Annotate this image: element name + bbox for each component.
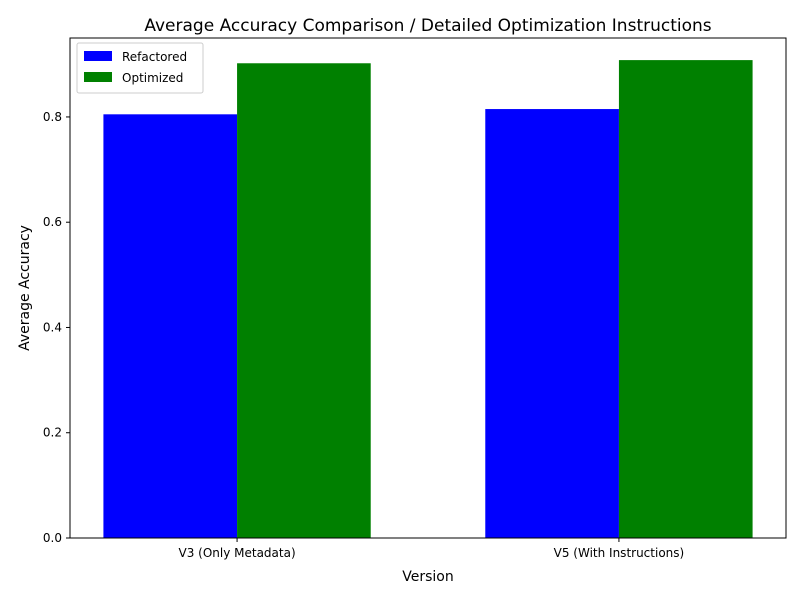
legend-swatch-refactored — [84, 51, 112, 61]
legend: Refactored Optimized — [76, 42, 204, 94]
legend-label-refactored: Refactored — [122, 50, 187, 64]
y-axis: 0.0 0.2 0.4 0.6 0.8 — [43, 110, 70, 545]
plot-frame — [69, 37, 787, 539]
y-tick-label: 0.6 — [43, 215, 62, 229]
chart-title: Average Accuracy Comparison / Detailed O… — [144, 16, 711, 36]
bar-optimized-1 — [237, 63, 371, 539]
bars-group — [103, 60, 753, 539]
x-axis: V3 (Only Metadata) V5 (With Instructions) — [178, 538, 684, 560]
legend-swatch-optimized — [84, 72, 112, 82]
y-axis-label: Average Accuracy — [17, 225, 33, 351]
bar-optimized-2 — [618, 60, 753, 539]
legend-label-optimized: Optimized — [122, 71, 183, 85]
bar-refactored-1 — [103, 114, 238, 538]
x-axis-label: Version — [402, 569, 453, 585]
y-tick-label: 0.4 — [43, 320, 62, 334]
y-tick-label: 0.8 — [43, 110, 62, 124]
y-tick-label: 0.2 — [43, 426, 62, 440]
x-tick-label: V3 (Only Metadata) — [178, 546, 295, 560]
x-tick-label: V5 (With Instructions) — [554, 546, 685, 560]
bar-refactored-2 — [485, 109, 619, 538]
y-tick-label: 0.0 — [43, 531, 62, 545]
